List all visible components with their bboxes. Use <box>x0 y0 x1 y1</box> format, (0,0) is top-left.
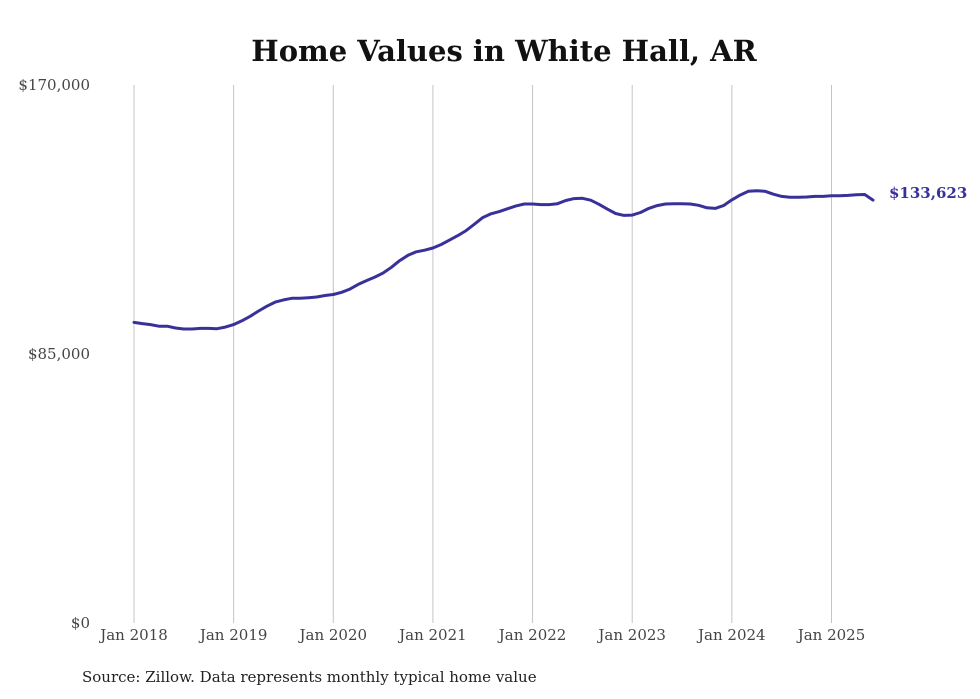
source-note: Source: Zillow. Data represents monthly … <box>82 668 537 686</box>
x-tick-label: Jan 2022 <box>497 626 567 644</box>
x-tick-label: Jan 2021 <box>397 626 467 644</box>
x-tick-label: Jan 2024 <box>696 626 766 644</box>
x-gridlines <box>133 85 832 623</box>
series-line <box>132 189 875 331</box>
x-tick-label: Jan 2019 <box>198 626 268 644</box>
series-group <box>132 189 875 331</box>
x-tick-label: Jan 2023 <box>596 626 666 644</box>
y-tick-label: $0 <box>71 614 90 632</box>
chart-title: Home Values in White Hall, AR <box>251 34 757 68</box>
x-tick-label: Jan 2020 <box>297 626 367 644</box>
end-value-label: $133,623 <box>889 184 967 202</box>
y-tick-label: $85,000 <box>28 345 90 363</box>
y-tick-label: $170,000 <box>18 76 90 94</box>
x-axis: Jan 2018 Jan 2019 Jan 2020 Jan 2021 Jan 2022… <box>98 626 865 644</box>
y-axis: $170,000 $85,000 $0 <box>18 76 90 632</box>
x-tick-label: Jan 2018 <box>98 626 168 644</box>
x-tick-label: Jan 2025 <box>796 626 866 644</box>
